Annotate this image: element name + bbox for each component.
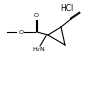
- Text: O: O: [19, 30, 23, 35]
- Text: HCl: HCl: [60, 4, 74, 12]
- Text: O: O: [34, 12, 38, 17]
- Text: H$_2$N: H$_2$N: [32, 46, 46, 54]
